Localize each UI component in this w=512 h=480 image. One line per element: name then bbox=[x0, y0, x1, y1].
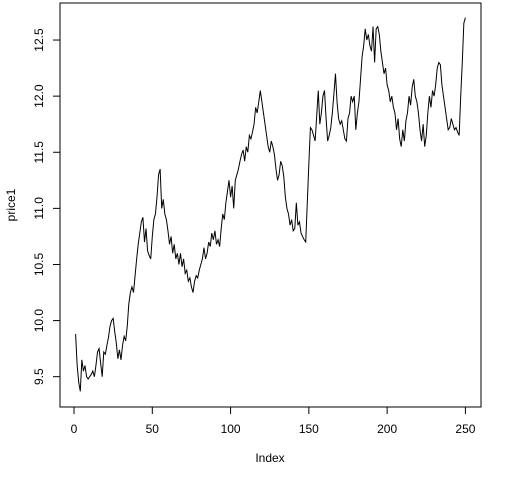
y-tick-label: 12.5 bbox=[32, 28, 46, 52]
x-tick-label: 150 bbox=[299, 422, 319, 436]
x-tick-label: 100 bbox=[221, 422, 241, 436]
y-tick-label: 10.5 bbox=[32, 252, 46, 276]
y-tick-label: 11.5 bbox=[32, 141, 46, 164]
price-line bbox=[75, 17, 466, 392]
y-tick-label: 12.0 bbox=[32, 84, 46, 108]
x-tick-label: 50 bbox=[146, 422, 160, 436]
x-axis-label: Index bbox=[255, 451, 284, 465]
y-tick-label: 9.5 bbox=[32, 368, 46, 385]
x-tick-label: 200 bbox=[377, 422, 397, 436]
y-tick-label: 11.0 bbox=[32, 197, 46, 220]
y-axis-label: price1 bbox=[4, 188, 18, 221]
x-tick-label: 250 bbox=[455, 422, 475, 436]
y-tick-label: 10.0 bbox=[32, 309, 46, 333]
x-tick-label: 0 bbox=[71, 422, 78, 436]
plot-box bbox=[59, 2, 482, 408]
